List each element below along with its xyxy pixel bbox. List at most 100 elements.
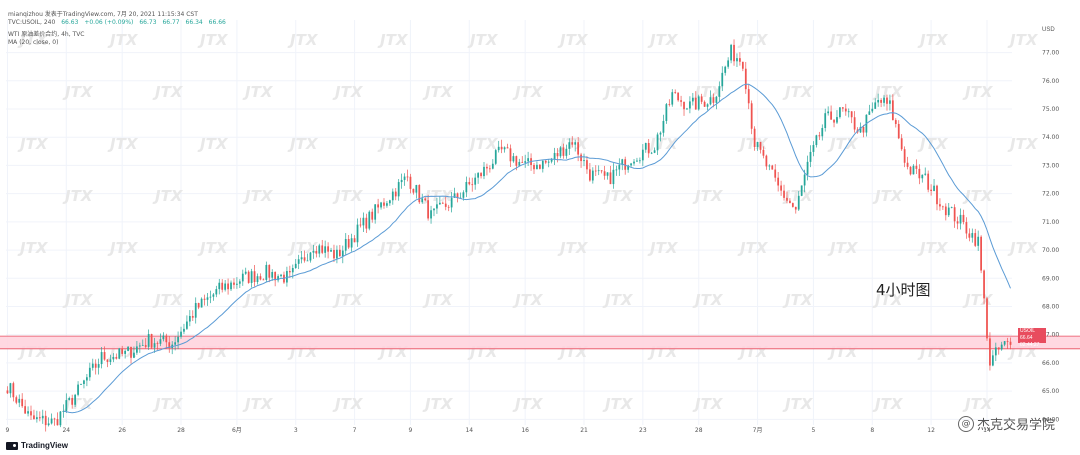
candle-body	[291, 267, 294, 273]
watermark-logo: JTX	[1007, 239, 1039, 257]
watermark-logo: JTX	[467, 239, 499, 257]
symbol-label[interactable]: TVC:USOIL, 240	[8, 19, 56, 26]
candle-body	[500, 146, 503, 150]
y-tick-label: 72.00	[1042, 191, 1059, 198]
candle-body	[727, 60, 730, 67]
ohlc-close: 66.66	[208, 19, 226, 26]
candle-body	[827, 111, 830, 114]
candle-body	[594, 170, 597, 172]
candle-body	[327, 246, 329, 252]
candle-body	[421, 198, 424, 203]
x-tick-label: 23	[639, 427, 647, 434]
watermark-logo: JTX	[512, 83, 544, 101]
candle-body	[191, 316, 194, 318]
candle-body	[253, 271, 256, 283]
watermark-logo: JTX	[782, 395, 814, 413]
candle-body	[877, 99, 880, 103]
candle-body	[156, 343, 159, 344]
candle-body	[933, 185, 935, 191]
candle-body	[636, 160, 638, 162]
candle-body	[627, 165, 630, 170]
candle-body	[859, 126, 862, 133]
candle-body	[880, 99, 882, 103]
watermark-logo: JTX	[602, 83, 634, 101]
candle-body	[986, 298, 988, 339]
candle-body	[53, 418, 56, 420]
tradingview-logo[interactable]: TradingView	[6, 441, 68, 450]
candle-body	[168, 342, 171, 349]
candle-body	[65, 400, 68, 412]
candle-body	[756, 141, 759, 147]
candle-body	[762, 149, 765, 156]
candle-body	[691, 97, 694, 102]
candle-body	[380, 202, 382, 208]
candle-body	[909, 166, 912, 175]
candle-body	[862, 126, 865, 133]
watermark-logo: JTX	[737, 239, 769, 257]
watermark-logo: JTX	[872, 187, 904, 205]
ohlc-high: 66.77	[162, 19, 180, 26]
at-icon: @	[958, 415, 974, 432]
y-tick-label: 71.00	[1042, 219, 1059, 226]
candle-body	[612, 169, 615, 185]
candle-body	[218, 282, 221, 290]
candle-body	[100, 352, 103, 365]
candle-body	[306, 260, 309, 262]
candle-body	[477, 173, 479, 178]
candle-body	[21, 398, 24, 407]
candle-body	[374, 204, 377, 220]
candle-body	[633, 161, 635, 164]
candle-body	[388, 200, 391, 204]
x-tick-label: 5	[812, 427, 816, 434]
x-tick-label: 14	[983, 427, 991, 434]
watermark-logo: JTX	[782, 83, 814, 101]
candle-body	[483, 166, 485, 177]
watermark-logo: JTX	[827, 239, 859, 257]
candle-body	[821, 128, 824, 137]
watermark-logo: JTX	[107, 135, 139, 153]
candle-body	[697, 96, 700, 110]
candle-body	[618, 164, 621, 170]
candle-body	[983, 270, 985, 299]
candle-body	[824, 113, 827, 129]
candle-body	[609, 172, 612, 185]
candle-body	[700, 96, 703, 102]
header-indicator[interactable]: MA (20, close, 0)	[8, 39, 59, 46]
watermark-logo: JTX	[557, 239, 589, 257]
candle-body	[118, 348, 121, 359]
watermark-logo: JTX	[422, 291, 454, 309]
candle-body	[136, 346, 138, 353]
candle-body	[889, 100, 891, 104]
candle-body	[739, 58, 741, 62]
candle-body	[547, 161, 550, 163]
candle-body	[174, 342, 177, 345]
x-tick-label: 3	[294, 427, 298, 434]
candle-body	[715, 96, 718, 103]
candle-body	[809, 151, 812, 162]
candle-body	[383, 202, 385, 206]
x-tick-label: 28	[695, 427, 703, 434]
candle-body	[256, 276, 259, 283]
candle-body	[56, 419, 59, 426]
candle-body	[600, 170, 603, 172]
candle-body	[771, 165, 774, 170]
x-tick-label: 9	[6, 427, 10, 434]
candle-body	[800, 185, 803, 196]
candle-body	[580, 154, 582, 162]
candle-body	[103, 352, 106, 360]
support-zone	[0, 335, 1080, 350]
candle-body	[427, 200, 429, 219]
candle-body	[394, 191, 397, 197]
candle-body	[874, 102, 877, 109]
watermark-logo: JTX	[152, 187, 184, 205]
candle-body	[153, 343, 156, 348]
header-ohlc-line: TVC:USOIL, 240 66.63 +0.06 (+0.09%) 66.7…	[8, 19, 230, 26]
candle-body	[586, 160, 588, 170]
candle-body	[806, 161, 809, 175]
candle-body	[33, 415, 35, 420]
candle-body	[953, 207, 956, 222]
candle-body	[127, 346, 129, 351]
watermark-logo: JTX	[197, 135, 229, 153]
watermark-logo: JTX	[1007, 31, 1039, 49]
